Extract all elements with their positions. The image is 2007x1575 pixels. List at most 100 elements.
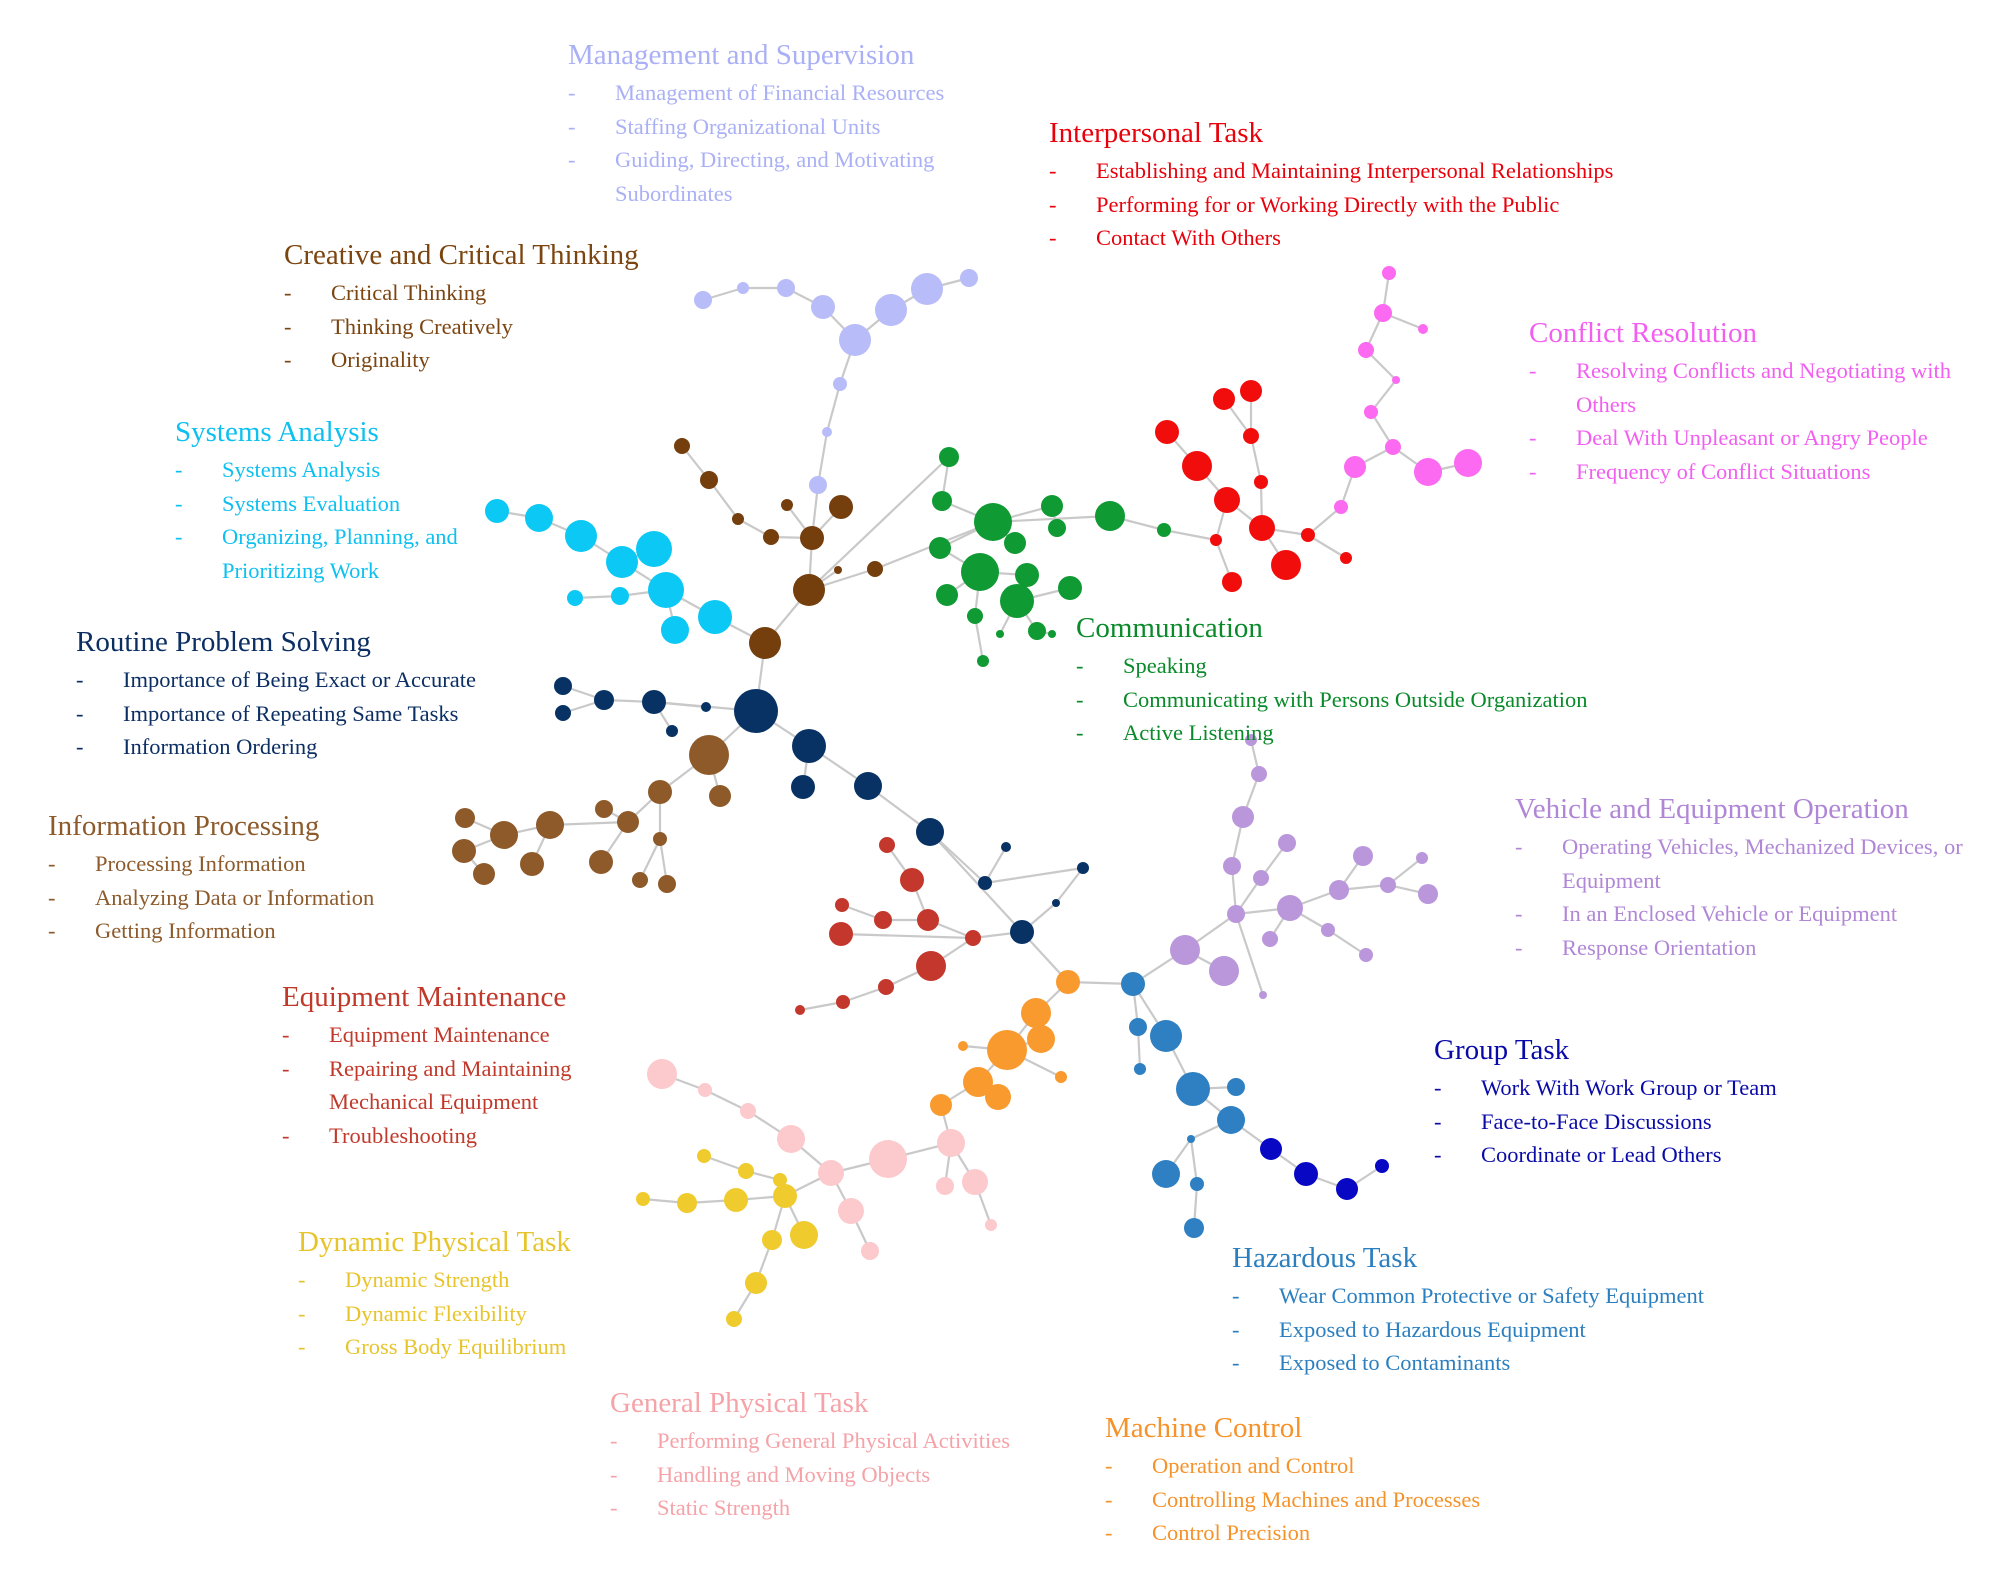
graph-node-group [1336,1178,1358,1200]
graph-node-vehicle [1170,935,1200,965]
cluster-title: Dynamic Physical Task [298,1226,571,1258]
graph-node-infoproc [617,811,639,833]
graph-node-interpersonal [1249,515,1275,541]
cluster-label-systems: Systems Analysis - Systems Analysis - Syst… [175,415,512,587]
graph-node-communication [929,537,951,559]
graph-node-routine [978,876,992,890]
cluster-title: Systems Analysis [175,416,379,448]
graph-node-routine [1001,842,1011,852]
graph-edge [808,456,950,591]
graph-node-conflict [1344,456,1366,478]
graph-node-systems [525,504,553,532]
graph-edge [984,866,1084,885]
cluster-item: - Systems Analysis [175,457,381,482]
graph-node-vehicle [1262,931,1278,947]
graph-node-communication [961,553,999,591]
graph-edge [1307,506,1342,536]
graph-node-routine [642,690,666,714]
graph-node-conflict [1392,376,1400,384]
cluster-item: - Performing General Physical Activities [610,1428,1011,1453]
graph-node-management [839,324,871,356]
graph-node-equipment [917,909,939,931]
graph-node-general [838,1198,864,1224]
graph-node-machine [985,1084,1011,1110]
cluster-label-machine: Machine Control - Operation and Control -… [1105,1411,1480,1550]
graph-node-communication [1041,495,1063,517]
graph-node-systems [636,531,672,567]
graph-node-interpersonal [1340,552,1352,564]
graph-edge [840,932,974,940]
graph-node-infoproc [589,850,613,874]
graph-node-systems [698,600,732,634]
graph-node-vehicle [1329,880,1349,900]
graph-node-communication [977,655,989,667]
cluster-item: - Resolving Conflicts and Negotiating wit… [1529,358,1951,417]
graph-node-vehicle [1227,905,1245,923]
cluster-item: - Analyzing Data or Information [48,884,375,910]
graph-node-interpersonal [1182,451,1212,481]
graph-node-routine [734,689,778,733]
graph-node-hazardous [1134,1063,1146,1075]
graph-node-dynamic [697,1149,711,1163]
cluster-label-vehicle: Vehicle and Equipment Operation - Operati… [1515,792,2002,964]
cluster-item: - Repairing and Maintaining Mechanical Eq… [282,1055,572,1115]
cluster-label-hazardous: Hazardous Task - Wear Common Protective o… [1232,1241,1704,1380]
cluster-item: - Processing Information [48,851,306,876]
graph-node-interpersonal [1243,428,1259,444]
graph-edge [799,1000,844,1012]
cluster-label-conflict: Conflict Resolution - Resolving Conflicts… [1529,316,1996,488]
graph-node-routine [701,702,711,712]
graph-node-interpersonal [1301,528,1315,542]
cluster-item: - Speaking [1076,653,1207,678]
graph-node-infoproc [536,811,564,839]
graph-node-communication [936,584,958,606]
graph-node-management [809,476,827,494]
graph-node-infoproc [689,735,729,775]
cluster-item: - Equipment Maintenance [282,1022,550,1047]
graph-node-management [875,294,907,326]
cluster-title: Vehicle and Equipment Operation [1515,793,1909,825]
graph-node-infoproc [648,780,672,804]
graph-node-creative [793,574,825,606]
graph-node-general [777,1125,805,1153]
graph-node-interpersonal [1254,475,1268,489]
graph-node-infoproc [452,839,476,863]
graph-node-communication [1028,622,1046,640]
graph-node-infoproc [595,800,613,818]
graph-node-routine [554,677,572,695]
graph-node-equipment [835,898,849,912]
cluster-item: - Exposed to Contaminants [1232,1350,1511,1375]
graph-node-routine [594,690,614,710]
cluster-title: Equipment Maintenance [282,981,567,1013]
graph-node-vehicle [1278,834,1296,852]
graph-node-creative [674,438,690,454]
cluster-label-management: Management and Supervision - Management o… [568,38,1015,210]
graph-node-general [861,1242,879,1260]
graph-node-general [936,1177,954,1195]
graph-node-machine [963,1067,993,1097]
graph-node-conflict [1334,500,1348,514]
graph-node-communication [1058,576,1082,600]
graph-node-machine [1021,998,1051,1028]
graph-node-hazardous [1176,1072,1210,1106]
graph-node-vehicle [1416,852,1428,864]
graph-node-group [1260,1138,1282,1160]
graph-node-creative [700,471,718,489]
cluster-item: - Handling and Moving Objects [610,1461,931,1487]
cluster-item: - Information Ordering [76,734,318,759]
graph-node-conflict [1364,405,1378,419]
graph-node-hazardous [1187,1135,1195,1143]
cluster-item: - Dynamic Flexibility [298,1300,527,1326]
graph-node-creative [867,561,883,577]
cluster-item: - Operation and Control [1105,1453,1355,1478]
cluster-label-equipment: Equipment Maintenance - Equipment Mainten… [282,980,659,1152]
graph-node-equipment [916,951,946,981]
cluster-item: - Thinking Creatively [284,313,513,339]
graph-node-vehicle [1277,895,1303,921]
graph-node-general [985,1219,997,1231]
graph-node-infoproc [490,821,518,849]
graph-edge [1163,528,1217,542]
cluster-label-dynamic: Dynamic Physical Task - Dynamic Strength … [298,1225,571,1364]
cluster-title: General Physical Task [610,1387,869,1419]
graph-node-interpersonal [1155,420,1179,444]
